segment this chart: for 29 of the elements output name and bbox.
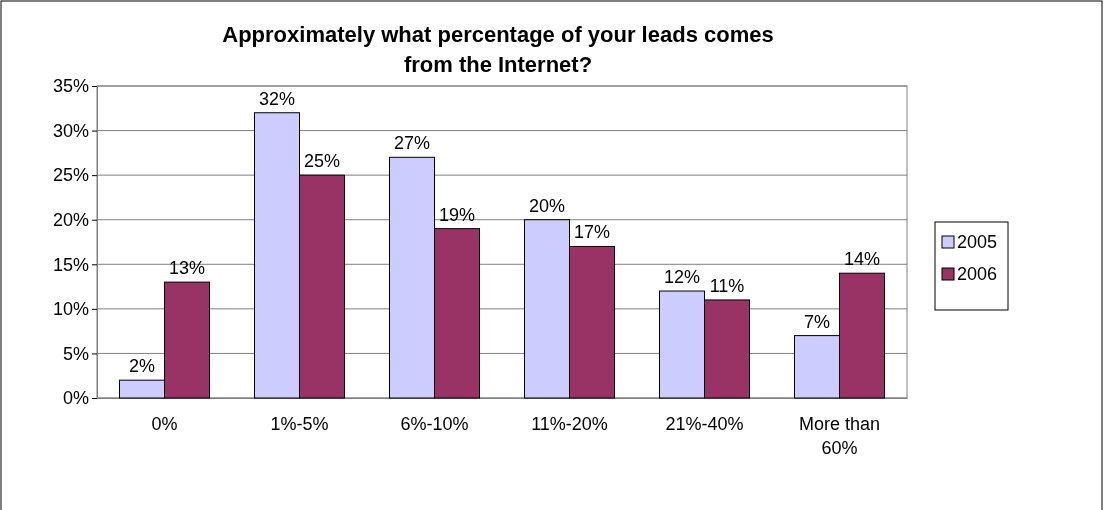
y-tick-label: 20%	[52, 209, 89, 230]
data-label: 32%	[258, 88, 296, 109]
x-tick-label: 1%-5%	[270, 414, 329, 434]
data-label: 12%	[663, 267, 701, 288]
y-tick-label: 10%	[52, 299, 89, 320]
y-tick-label: 15%	[52, 254, 89, 275]
data-label: 7%	[803, 311, 831, 332]
x-tick-label: 21%-40%	[665, 414, 744, 434]
x-tick-label: More than 60%	[798, 414, 881, 458]
data-label: 13%	[168, 258, 206, 279]
data-label: 20%	[528, 195, 566, 216]
x-tick-label: 11%-20%	[531, 414, 608, 434]
y-tick-label: 30%	[52, 120, 89, 141]
y-tick-label: 5%	[62, 343, 89, 364]
data-label: 19%	[438, 204, 476, 225]
data-label: 2%	[128, 356, 156, 377]
x-tick-label: 6%-10%	[400, 414, 469, 434]
data-label: 27%	[393, 133, 431, 154]
data-label: 14%	[843, 249, 881, 270]
y-tick-label: 35%	[52, 76, 89, 97]
y-tick-label: 25%	[52, 165, 89, 186]
data-label: 11%	[709, 275, 745, 296]
y-tick-label: 0%	[62, 388, 89, 409]
legend-label: 2005	[957, 232, 998, 252]
data-label: 25%	[303, 151, 341, 172]
legend-label: 2006	[957, 264, 998, 284]
data-label: 17%	[573, 222, 611, 243]
chart-title: Approximately what percentage of your leads comes from the Internet?	[222, 22, 774, 77]
x-tick-label: 0%	[151, 414, 178, 434]
